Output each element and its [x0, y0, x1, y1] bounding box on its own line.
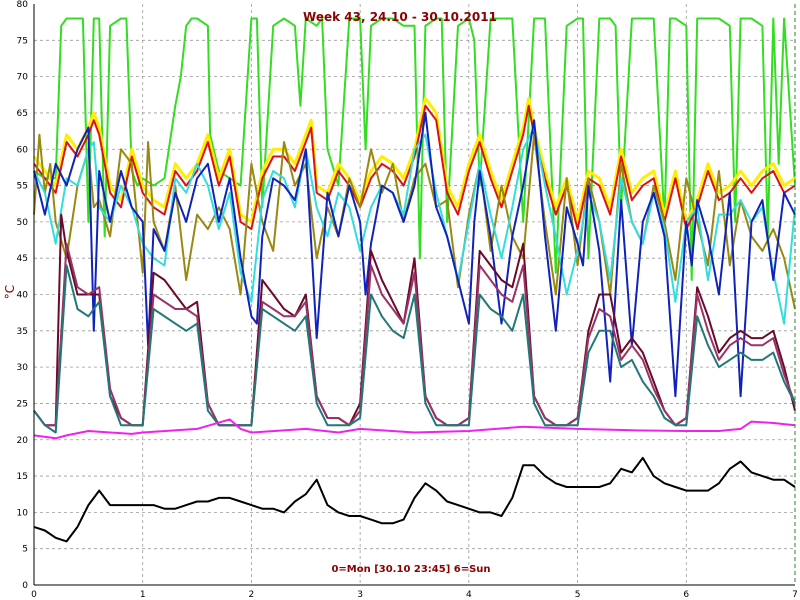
- y-tick-label: 70: [17, 73, 29, 83]
- y-tick-label: 80: [17, 0, 29, 10]
- x-axis-label: 0=Mon [30.10 23:45] 6=Sun: [331, 564, 490, 575]
- y-tick-label: 75: [17, 36, 28, 46]
- series-line-8: [33, 264, 796, 434]
- y-tick-label: 40: [17, 291, 29, 301]
- x-tick-label: 0: [31, 590, 37, 600]
- x-tick-label: 5: [575, 590, 581, 600]
- series-line-3: [33, 133, 796, 310]
- y-tick-label: 30: [17, 363, 29, 373]
- y-axis-label: °C: [3, 285, 17, 299]
- y-tick-label: 55: [17, 182, 28, 192]
- axes: [33, 4, 796, 586]
- y-tick-label: 5: [22, 545, 28, 555]
- y-tick-label: 15: [17, 472, 28, 482]
- x-tick-label: 3: [357, 590, 363, 600]
- series-line-9: [33, 418, 796, 440]
- x-tick-label: 4: [466, 590, 472, 600]
- series-line-7: [33, 242, 796, 427]
- y-tick-label: 25: [17, 399, 28, 409]
- y-tick-labels: 0 5 10 15 20 25 30 35 40 45 50 55 60 65 70 75 80: [17, 0, 29, 591]
- chart-title: Week 43, 24.10 - 30.10.2011: [303, 10, 497, 24]
- y-tick-label: 60: [17, 145, 29, 155]
- y-tick-label: 65: [17, 109, 28, 119]
- y-tick-label: 10: [17, 508, 29, 518]
- x-tick-label: 7: [792, 590, 798, 600]
- series-line-10: [33, 456, 796, 543]
- x-tick-label: 2: [249, 590, 255, 600]
- series-group: [32, 17, 796, 543]
- x-tick-labels: 0 1 2 3 4 5 6 7: [31, 590, 798, 600]
- y-tick-label: 20: [17, 436, 29, 446]
- y-tick-label: 50: [17, 218, 29, 228]
- y-tick-label: 45: [17, 254, 28, 264]
- x-tick-label: 1: [140, 590, 146, 600]
- y-tick-label: 0: [22, 581, 28, 591]
- y-tick-label: 35: [17, 327, 28, 337]
- x-tick-label: 6: [683, 590, 689, 600]
- series-line-1: [32, 96, 796, 224]
